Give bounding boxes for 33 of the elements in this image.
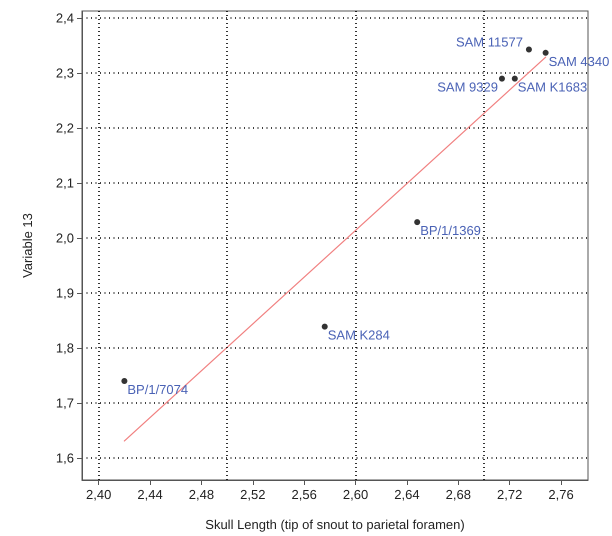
y-tick-label: 2,4 <box>56 10 74 26</box>
annotation: SAM K1683 <box>518 80 588 95</box>
point <box>542 50 549 56</box>
y-axis-title: Variable 13 <box>20 213 35 278</box>
point <box>322 324 328 330</box>
y-tick-label: 2,1 <box>56 176 74 191</box>
y-tick-label: 1,8 <box>56 340 74 356</box>
x-tick-label: 2,64 <box>394 487 420 502</box>
x-axis-title: Skull Length (tip of snout to parietal foramen) <box>205 517 465 532</box>
x-tick-label: 2,52 <box>240 487 266 502</box>
point <box>121 378 128 384</box>
annotation: SAM K284 <box>328 328 390 343</box>
point <box>512 76 518 82</box>
x-tick-label: 2,56 <box>292 487 317 502</box>
annotation: BP/1/1369 <box>420 223 481 238</box>
point <box>526 46 532 52</box>
y-tick-label: 2,3 <box>56 66 74 81</box>
x-tick-label: 2,48 <box>188 487 214 502</box>
x-tick-label: 2,72 <box>497 487 522 502</box>
y-tick-label: 1,9 <box>56 286 74 301</box>
x-tick-label: 2,44 <box>137 487 163 502</box>
x-tick-label: 2,60 <box>342 487 368 502</box>
y-tick-label: 1,7 <box>56 396 74 411</box>
x-tick-label: 2,40 <box>86 487 112 502</box>
x-tick-label: 2,76 <box>548 487 574 502</box>
annotation: SAM 9329 <box>437 80 498 95</box>
y-tick-label: 1,6 <box>56 450 74 466</box>
y-tick-label: 2,0 <box>56 230 74 246</box>
annotation: SAM 11577 <box>456 34 523 50</box>
y-tick-label: 2,2 <box>56 120 74 136</box>
x-tick-label: 2,68 <box>446 487 471 502</box>
point <box>414 219 420 226</box>
point <box>498 76 505 82</box>
